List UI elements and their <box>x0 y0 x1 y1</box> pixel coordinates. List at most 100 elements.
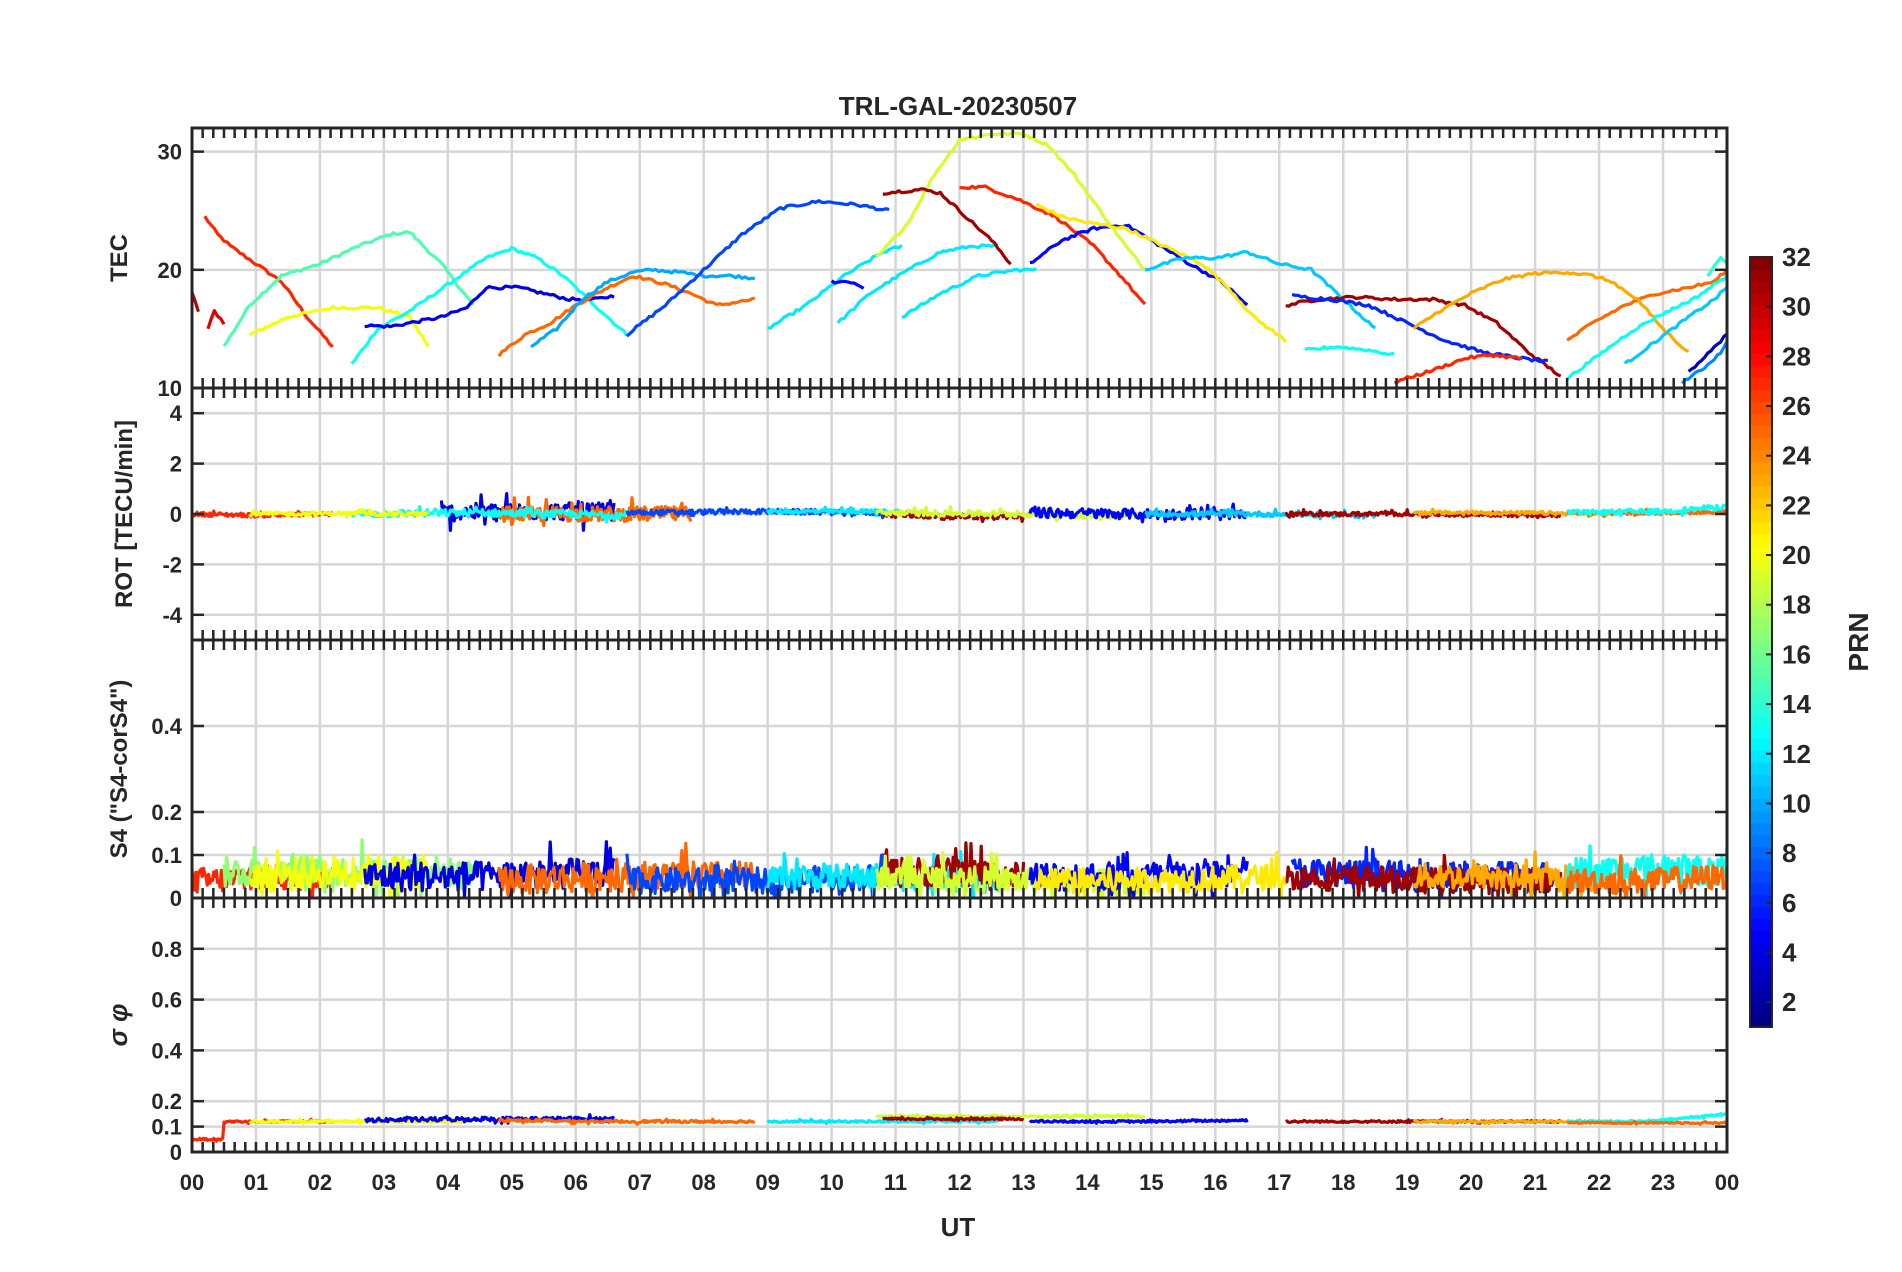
colorbar-swatch <box>1750 666 1772 679</box>
prn-31-series-line <box>882 1115 1025 1123</box>
colorbar-swatch <box>1750 461 1772 475</box>
prn-9-series-line <box>1680 341 1727 385</box>
colorbar-frame <box>1749 256 1773 1028</box>
colorbar-swatch <box>1750 750 1772 763</box>
colorbar-swatch <box>1750 629 1772 643</box>
colorbar-tick-label: 28 <box>1782 341 1811 371</box>
prn-13-series-line <box>1565 274 1727 381</box>
y-tick-label: 2 <box>170 452 182 477</box>
colorbar-tick-label: 16 <box>1782 639 1811 669</box>
colorbar-swatch <box>1750 1002 1772 1016</box>
y-tick-label: 0 <box>170 886 182 911</box>
prn-31-series-line <box>1284 508 1562 520</box>
colorbar-swatch <box>1750 425 1772 439</box>
colorbar-tick-label: 2 <box>1782 987 1796 1017</box>
x-tick-label: 18 <box>1331 1170 1355 1195</box>
prn-3-series-line <box>1687 332 1727 373</box>
colorbar-swatch <box>1750 413 1772 427</box>
colorbar-tick-label: 32 <box>1782 242 1811 272</box>
colorbar-swatch <box>1750 377 1772 390</box>
y-tick-label: 10 <box>158 376 182 401</box>
prn-27-series-line <box>959 184 1147 306</box>
colorbar-swatch <box>1750 942 1772 956</box>
y-tick-label: 0.1 <box>151 1115 182 1140</box>
colorbar-tick-label: 24 <box>1782 441 1811 471</box>
prn-20-series-line <box>248 304 430 348</box>
colorbar-tick-label: 26 <box>1782 391 1811 421</box>
prn-10-series-line <box>530 267 755 349</box>
colorbar-swatch <box>1750 617 1772 631</box>
colorbar-swatch <box>1750 918 1772 932</box>
colorbar-swatch <box>1750 485 1772 499</box>
colorbar-swatch <box>1750 978 1772 992</box>
x-tick-label: 03 <box>372 1170 396 1195</box>
colorbar-swatch <box>1750 882 1772 896</box>
y-tick-label: 0.1 <box>151 843 182 868</box>
colorbar-swatch <box>1750 317 1772 330</box>
colorbar-tick-label: 30 <box>1782 292 1811 322</box>
colorbar-swatch <box>1750 257 1772 270</box>
series-group <box>192 131 1727 385</box>
x-minor-ticks <box>190 128 1729 388</box>
colorbar-swatch <box>1750 569 1772 583</box>
x-tick-labels: 00 01 02 03 04 05 06 07 08 09 10 11 12 13 14 15 16 17 18 19… <box>180 1170 1739 1195</box>
prn-11-series-line <box>1623 286 1727 365</box>
x-tick-label: 05 <box>500 1170 524 1195</box>
colorbar-swatch <box>1750 365 1772 378</box>
colorbar-swatch <box>1750 654 1772 667</box>
x-tick-label: 13 <box>1011 1170 1035 1195</box>
colorbar-swatch <box>1750 678 1772 691</box>
prn-12-series-line <box>766 1117 999 1126</box>
x-tick-label: 09 <box>755 1170 779 1195</box>
y-axis-label: TEC <box>106 234 133 282</box>
y-tick-label: -4 <box>162 603 182 628</box>
prn-5-series-line <box>830 279 865 290</box>
x-tick-label: 15 <box>1139 1170 1163 1195</box>
colorbar-swatch <box>1750 786 1772 800</box>
y-tick-label: 0.2 <box>151 800 182 825</box>
y-tick-label: -2 <box>162 552 182 577</box>
colorbar-swatch <box>1750 473 1772 487</box>
x-tick-label: 21 <box>1523 1170 1547 1195</box>
x-tick-label: 00 <box>180 1170 204 1195</box>
colorbar-swatch <box>1750 533 1772 547</box>
y-axis-label: S4 ("S4-corS4") <box>106 680 133 859</box>
colorbar-tick-label: 8 <box>1782 838 1796 868</box>
y-axis-label: ROT [TECU/min] <box>111 420 138 608</box>
panel-3: 00.10.2 0.4 0.6 0.8 σ φ <box>103 896 1729 1165</box>
x-tick-label: 12 <box>947 1170 971 1195</box>
colorbar-swatch <box>1750 762 1772 775</box>
colorbar-swatch <box>1750 870 1772 884</box>
colorbar-swatch <box>1750 509 1772 523</box>
y-tick-label: 4 <box>170 401 183 426</box>
prn-14-series-line <box>1706 256 1727 278</box>
colorbar-swatch <box>1750 834 1772 848</box>
panel-0: 10 20 30 TEC <box>106 126 1729 401</box>
colorbar-swatch <box>1750 1014 1772 1028</box>
chart-title: TRL-GAL-20230507 <box>839 91 1077 121</box>
colorbar-swatch <box>1750 437 1772 451</box>
colorbar-swatch <box>1750 305 1772 318</box>
x-minor-ticks <box>190 640 1729 898</box>
prn-23-series-line <box>1412 270 1613 330</box>
x-tick-label: 11 <box>884 1170 907 1195</box>
colorbar-swatch <box>1750 690 1772 703</box>
panel-1: -4 -2 0 2 4 ROT [TECU/min] <box>111 386 1729 642</box>
x-tick-label: 10 <box>819 1170 843 1195</box>
x-tick-label: 17 <box>1267 1170 1291 1195</box>
colorbar-swatch <box>1750 581 1772 595</box>
prn-13-series-line <box>1304 345 1395 356</box>
colorbar-swatch <box>1750 521 1772 535</box>
colorbar-swatch <box>1750 894 1772 908</box>
prn-25-series-line <box>1566 1119 1727 1126</box>
colorbar-swatch <box>1750 990 1772 1004</box>
colorbar-swatch <box>1750 353 1772 366</box>
colorbar-swatch <box>1750 774 1772 787</box>
prn-12-series-line <box>836 243 998 324</box>
colorbar-tick-label: 14 <box>1782 689 1811 719</box>
colorbar-swatch <box>1750 702 1772 715</box>
colorbar-tick-label: 20 <box>1782 540 1811 570</box>
prn-25-series-line <box>497 274 756 358</box>
colorbar-swatch <box>1750 329 1772 342</box>
